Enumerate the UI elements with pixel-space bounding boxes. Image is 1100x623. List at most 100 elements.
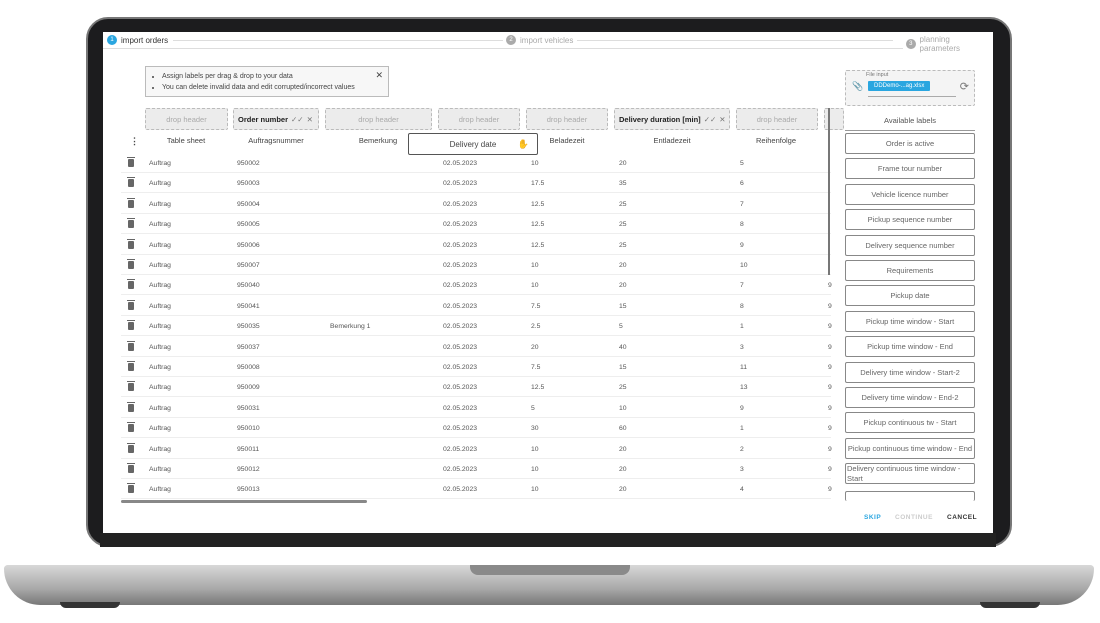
cancel-button[interactable]: CANCEL: [947, 514, 978, 521]
table-cell[interactable]: 1: [740, 323, 744, 331]
table-cell[interactable]: Bemerkung 1: [330, 323, 371, 331]
table-cell[interactable]: 20: [619, 445, 627, 453]
table-cell[interactable]: Auftrag: [149, 180, 171, 188]
table-cell[interactable]: 9: [828, 404, 832, 412]
table-cell[interactable]: 5: [740, 160, 744, 167]
column-header[interactable]: Auftragsnummer: [248, 136, 304, 145]
table-cell[interactable]: 9: [828, 282, 832, 290]
table-cell[interactable]: 20: [619, 160, 627, 167]
trash-icon[interactable]: [127, 381, 135, 392]
table-cell[interactable]: 10: [740, 262, 748, 269]
table-cell[interactable]: 950004: [237, 200, 260, 208]
table-cell[interactable]: 12.5: [531, 200, 545, 208]
table-cell[interactable]: 8: [740, 302, 744, 310]
column-header[interactable]: Bemerkung: [358, 136, 398, 145]
table-cell[interactable]: 950010: [237, 425, 260, 433]
table-cell[interactable]: 950037: [237, 343, 260, 351]
table-cell[interactable]: Auftrag: [149, 445, 171, 453]
available-label[interactable]: Frame tour number: [845, 158, 975, 180]
available-label[interactable]: Requirements: [845, 260, 975, 281]
trash-icon[interactable]: [127, 340, 135, 351]
remove-icon[interactable]: ✕: [306, 114, 313, 124]
table-cell[interactable]: 950003: [237, 180, 260, 188]
table-cell[interactable]: 950013: [237, 486, 260, 494]
trash-icon[interactable]: [127, 320, 135, 331]
table-cell[interactable]: 02.05.2023: [443, 343, 478, 351]
table-cell[interactable]: 9: [828, 384, 832, 392]
available-label[interactable]: Pickup continuous tw - Start: [845, 412, 975, 434]
table-cell[interactable]: 9: [828, 425, 832, 433]
table-cell[interactable]: Auftrag: [149, 221, 171, 229]
table-cell[interactable]: 30: [531, 425, 539, 433]
table-cell[interactable]: 9: [740, 241, 744, 249]
table-cell[interactable]: Auftrag: [149, 323, 171, 331]
table-cell[interactable]: 12.5: [531, 241, 545, 249]
table-cell[interactable]: 3: [740, 466, 744, 473]
drop-header-slot[interactable]: drop header: [438, 108, 520, 130]
table-cell[interactable]: 950005: [237, 221, 260, 229]
table-cell[interactable]: 3: [740, 343, 744, 351]
table-cell[interactable]: 02.05.2023: [443, 302, 478, 310]
trash-icon[interactable]: [127, 299, 135, 310]
trash-icon[interactable]: [127, 259, 135, 269]
table-cell[interactable]: Auftrag: [149, 282, 171, 290]
table-cell[interactable]: 15: [619, 364, 627, 371]
table-cell[interactable]: 13: [740, 384, 748, 392]
table-cell[interactable]: 20: [619, 282, 627, 290]
table-cell[interactable]: 950008: [237, 364, 260, 371]
table-cell[interactable]: 9: [828, 486, 832, 494]
available-label[interactable]: Pickup continuous time window - End: [845, 437, 975, 459]
trash-icon[interactable]: [127, 177, 135, 188]
table-cell[interactable]: 10: [531, 445, 539, 453]
table-cell[interactable]: 10: [619, 404, 627, 412]
table-cell[interactable]: 10: [531, 160, 539, 167]
table-cell[interactable]: 5: [531, 404, 535, 412]
table-cell[interactable]: 950012: [237, 466, 260, 473]
step-planning-parameters[interactable]: 3 planning parameters: [903, 35, 993, 53]
dragging-label[interactable]: Delivery date ✋: [408, 133, 538, 155]
table-cell[interactable]: 02.05.2023: [443, 486, 478, 494]
table-cell[interactable]: 9: [828, 445, 832, 453]
available-label[interactable]: Delivery time window - End-2: [845, 387, 975, 408]
trash-icon[interactable]: [127, 157, 135, 167]
trash-icon[interactable]: [127, 218, 135, 229]
drop-header-slot[interactable]: drop header: [145, 108, 228, 130]
table-cell[interactable]: Auftrag: [149, 200, 171, 208]
table-cell[interactable]: 02.05.2023: [443, 445, 478, 453]
table-cell[interactable]: 02.05.2023: [443, 466, 478, 473]
table-cell[interactable]: Auftrag: [149, 486, 171, 494]
table-cell[interactable]: Auftrag: [149, 241, 171, 249]
table-cell[interactable]: 2: [740, 445, 744, 453]
remove-icon[interactable]: ✕: [719, 114, 726, 124]
available-label[interactable]: Pickup sequence number: [845, 209, 975, 231]
table-cell[interactable]: 9: [828, 323, 832, 331]
close-icon[interactable]: ✕: [375, 70, 383, 80]
table-cell[interactable]: Auftrag: [149, 384, 171, 392]
table-cell[interactable]: 02.05.2023: [443, 262, 478, 269]
table-cell[interactable]: 5: [619, 323, 623, 331]
table-cell[interactable]: 02.05.2023: [443, 221, 478, 229]
refresh-icon[interactable]: ⟳: [959, 81, 969, 93]
table-cell[interactable]: 35: [619, 180, 627, 188]
table-cell[interactable]: 10: [531, 282, 539, 290]
table-cell[interactable]: Auftrag: [149, 364, 171, 371]
table-cell[interactable]: 02.05.2023: [443, 323, 478, 331]
table-cell[interactable]: 10: [531, 466, 539, 473]
table-cell[interactable]: 10: [531, 262, 539, 269]
table-cell[interactable]: 02.05.2023: [443, 160, 478, 167]
table-cell[interactable]: 20: [619, 466, 627, 473]
trash-icon[interactable]: [127, 238, 135, 249]
available-label[interactable]: Pickup date: [845, 285, 975, 307]
table-cell[interactable]: 10: [531, 486, 539, 494]
table-cell[interactable]: 9: [828, 343, 832, 351]
available-label[interactable]: Vehicle licence number: [845, 183, 975, 205]
table-cell[interactable]: 7: [740, 200, 744, 208]
drop-header-slot[interactable]: drop header: [736, 108, 818, 130]
table-cell[interactable]: 4: [740, 486, 744, 494]
table-cell[interactable]: 15: [619, 302, 627, 310]
trash-icon[interactable]: [127, 422, 135, 433]
table-cell[interactable]: 25: [619, 221, 627, 229]
trash-icon[interactable]: [127, 463, 135, 473]
table-cell[interactable]: 02.05.2023: [443, 282, 478, 290]
table-cell[interactable]: 02.05.2023: [443, 404, 478, 412]
